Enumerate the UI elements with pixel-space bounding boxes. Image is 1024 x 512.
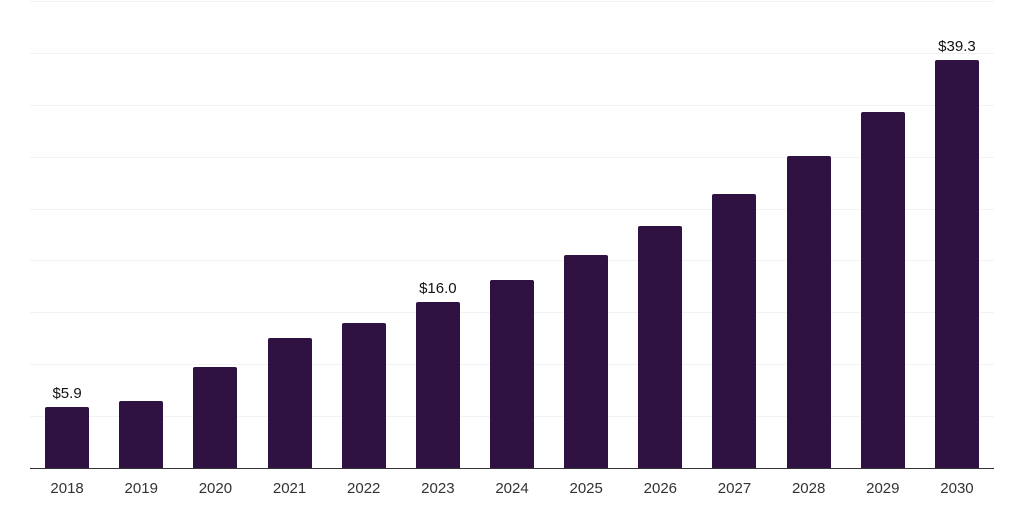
bar-2025 — [564, 255, 609, 468]
bar-value-label: $39.3 — [938, 38, 976, 56]
bar-column-2025 — [549, 1, 623, 468]
x-tick-label-2021: 2021 — [272, 480, 307, 497]
bar-chart: $5.9 $16.0 $39.3 2018 2019 2020 2021 2022 2023 2… — [30, 1, 994, 498]
x-tick-label-2026: 2026 — [643, 480, 678, 497]
bar-column-2020 — [178, 1, 252, 468]
bar-2019 — [119, 400, 164, 468]
plot-area: $5.9 $16.0 $39.3 — [30, 1, 994, 469]
x-tick-label-2024: 2024 — [495, 480, 529, 497]
bar-column-2030: $39.3 — [920, 1, 994, 468]
bar-column-2021 — [252, 1, 326, 468]
bar-column-2019 — [104, 1, 178, 468]
x-tick-label-2020: 2020 — [198, 480, 233, 497]
x-tick-label-2018: 2018 — [50, 480, 84, 497]
x-tick-label-2030: 2030 — [940, 480, 974, 497]
bar-2023 — [415, 301, 460, 468]
bar-2021 — [267, 338, 312, 468]
bar-2029 — [860, 112, 905, 468]
bar-2028 — [786, 155, 831, 468]
x-tick-label-2025: 2025 — [569, 480, 603, 497]
bar-2018 — [45, 406, 90, 468]
bar-2026 — [638, 226, 683, 468]
bar-column-2029 — [846, 1, 920, 468]
x-tick-label-2027: 2027 — [717, 480, 752, 497]
bar-column-2028 — [772, 1, 846, 468]
bar-column-2018: $5.9 — [30, 1, 104, 468]
bar-column-2023: $16.0 — [401, 1, 475, 468]
bar-2022 — [341, 322, 386, 468]
x-tick-label-2019: 2019 — [124, 480, 158, 497]
bar-value-label: $5.9 — [52, 384, 82, 402]
bar-2027 — [712, 194, 757, 468]
bar-2020 — [193, 367, 238, 468]
bar-value-label: $16.0 — [419, 279, 457, 297]
bar-2030 — [934, 60, 979, 468]
x-tick-label-2028: 2028 — [791, 480, 826, 497]
gridline — [30, 260, 994, 262]
x-tick-label-2023: 2023 — [421, 480, 455, 497]
x-axis-labels: 2018 2019 2020 2021 2022 2023 2024 2025 2026 2027… — [30, 480, 994, 498]
gridline — [30, 52, 994, 54]
bar-column-2026 — [623, 1, 697, 468]
gridline — [30, 208, 994, 210]
gridline — [30, 156, 994, 158]
gridline — [30, 1, 994, 2]
x-tick-label-2022: 2022 — [347, 480, 381, 497]
x-tick-label-2029: 2029 — [866, 480, 900, 497]
bar-2024 — [490, 280, 535, 468]
bars-layer: $5.9 $16.0 $39.3 — [30, 1, 994, 468]
bar-column-2027 — [697, 1, 771, 468]
bar-column-2024 — [475, 1, 549, 468]
bar-column-2022 — [327, 1, 401, 468]
gridline — [30, 104, 994, 106]
